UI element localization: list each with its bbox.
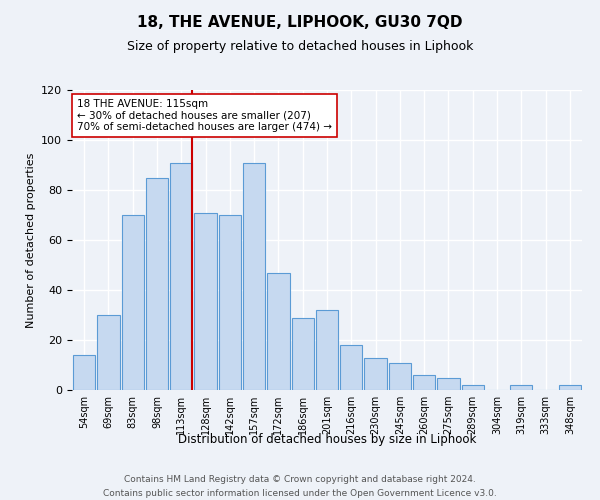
Text: 18, THE AVENUE, LIPHOOK, GU30 7QD: 18, THE AVENUE, LIPHOOK, GU30 7QD xyxy=(137,15,463,30)
Text: Size of property relative to detached houses in Liphook: Size of property relative to detached ho… xyxy=(127,40,473,53)
Bar xyxy=(413,375,436,390)
Bar xyxy=(146,178,168,390)
Text: Distribution of detached houses by size in Liphook: Distribution of detached houses by size … xyxy=(178,432,476,446)
Bar xyxy=(122,215,144,390)
Bar xyxy=(243,162,265,390)
Bar xyxy=(97,315,119,390)
Bar xyxy=(218,215,241,390)
Text: 18 THE AVENUE: 115sqm
← 30% of detached houses are smaller (207)
70% of semi-det: 18 THE AVENUE: 115sqm ← 30% of detached … xyxy=(77,99,332,132)
Bar xyxy=(389,362,411,390)
Bar xyxy=(267,272,290,390)
Bar xyxy=(510,385,532,390)
Bar xyxy=(170,162,193,390)
Bar xyxy=(437,378,460,390)
Bar xyxy=(461,385,484,390)
Bar xyxy=(364,358,387,390)
Y-axis label: Number of detached properties: Number of detached properties xyxy=(26,152,35,328)
Bar xyxy=(316,310,338,390)
Bar xyxy=(340,345,362,390)
Text: Contains HM Land Registry data © Crown copyright and database right 2024.
Contai: Contains HM Land Registry data © Crown c… xyxy=(103,476,497,498)
Bar xyxy=(194,212,217,390)
Bar xyxy=(73,355,95,390)
Bar xyxy=(559,385,581,390)
Bar xyxy=(292,318,314,390)
